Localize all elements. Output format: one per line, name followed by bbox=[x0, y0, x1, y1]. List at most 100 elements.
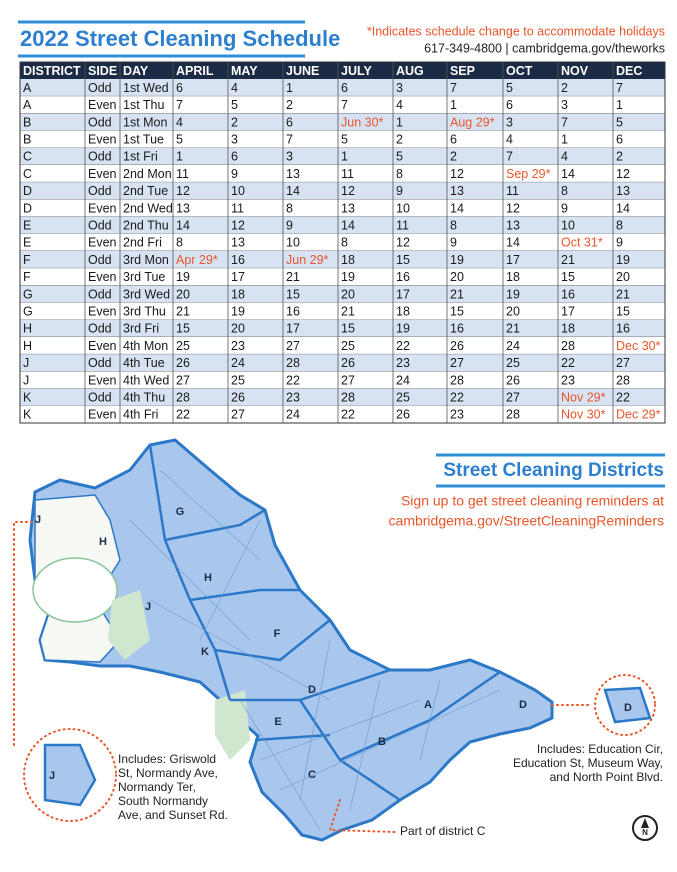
column-header: JUNE bbox=[286, 64, 319, 78]
cell: 17 bbox=[286, 322, 300, 336]
cell: 13 bbox=[341, 201, 355, 215]
cell: 28 bbox=[506, 408, 520, 422]
district-label: J bbox=[35, 514, 41, 526]
holiday-change: Aug 29* bbox=[450, 115, 495, 129]
cell: 22 bbox=[616, 390, 630, 404]
cell: 14 bbox=[341, 218, 355, 232]
cell: 8 bbox=[616, 218, 623, 232]
cell: 4th Wed bbox=[123, 373, 169, 387]
district-label: G bbox=[176, 506, 185, 518]
cell: 26 bbox=[450, 339, 464, 353]
cell: 13 bbox=[450, 184, 464, 198]
holiday-change: Oct 31* bbox=[561, 236, 603, 250]
cell: 2nd Tue bbox=[123, 184, 168, 198]
cell: 14 bbox=[286, 184, 300, 198]
district-label: B bbox=[378, 736, 386, 748]
cell: 26 bbox=[341, 356, 355, 370]
holiday-change: Jun 30* bbox=[341, 115, 384, 129]
cell: 21 bbox=[341, 304, 355, 318]
cell: 3rd Thu bbox=[123, 304, 166, 318]
cell: 19 bbox=[616, 253, 630, 267]
cell: 4 bbox=[231, 81, 238, 95]
district-label: J bbox=[49, 770, 55, 782]
cell: Even bbox=[88, 132, 117, 146]
cell: 12 bbox=[341, 184, 355, 198]
cell: 6 bbox=[450, 132, 457, 146]
cell: Even bbox=[88, 339, 117, 353]
cell: 10 bbox=[286, 236, 300, 250]
cell: 1 bbox=[341, 150, 348, 164]
cell: 22 bbox=[396, 339, 410, 353]
cell: 13 bbox=[176, 201, 190, 215]
cell: K bbox=[23, 408, 32, 422]
callout-line: Includes: Griswold bbox=[118, 752, 216, 766]
table-row bbox=[20, 285, 665, 303]
holiday-change: Sep 29* bbox=[506, 167, 551, 181]
district-label: C bbox=[308, 769, 316, 781]
cell: 21 bbox=[616, 287, 630, 301]
cell: 17 bbox=[396, 287, 410, 301]
cell: G bbox=[23, 304, 33, 318]
cell: 1st Tue bbox=[123, 132, 164, 146]
holiday-change: Dec 30* bbox=[616, 339, 661, 353]
cell: 20 bbox=[506, 304, 520, 318]
map-labels: J H G H J K F D E A B C D J D bbox=[35, 506, 632, 782]
cell: 14 bbox=[176, 218, 190, 232]
cell: 5 bbox=[231, 98, 238, 112]
cell: D bbox=[23, 184, 32, 198]
cell: 5 bbox=[176, 132, 183, 146]
cell: 2 bbox=[286, 98, 293, 112]
cell: Even bbox=[88, 98, 117, 112]
cell: K bbox=[23, 390, 32, 404]
streets bbox=[129, 469, 501, 831]
table-row bbox=[20, 388, 665, 406]
cell: 13 bbox=[616, 184, 630, 198]
cell: A bbox=[23, 81, 32, 95]
cell: E bbox=[23, 218, 31, 232]
inset-d bbox=[603, 686, 652, 724]
cell: 1st Mon bbox=[123, 115, 168, 129]
cell: J bbox=[23, 356, 29, 370]
cell: Odd bbox=[88, 287, 112, 301]
cell: 12 bbox=[231, 218, 245, 232]
cell: A bbox=[23, 98, 32, 112]
cell: 6 bbox=[176, 81, 183, 95]
cell: 15 bbox=[176, 322, 190, 336]
table-row bbox=[20, 371, 665, 389]
holiday-note: *Indicates schedule change to accommodat… bbox=[367, 24, 665, 38]
cell: 2 bbox=[231, 115, 238, 129]
cell: 6 bbox=[616, 132, 623, 146]
cell: 8 bbox=[396, 167, 403, 181]
cell: 16 bbox=[450, 322, 464, 336]
cell: 17 bbox=[506, 253, 520, 267]
cell: 16 bbox=[231, 253, 245, 267]
cell: 14 bbox=[450, 201, 464, 215]
holiday-change: Jun 29* bbox=[286, 253, 329, 267]
cell: 1 bbox=[450, 98, 457, 112]
table-row bbox=[20, 96, 665, 114]
column-header: AUG bbox=[396, 64, 424, 78]
cell: 11 bbox=[396, 218, 409, 232]
cell: 27 bbox=[341, 373, 355, 387]
table-row bbox=[20, 199, 665, 217]
cell: Odd bbox=[88, 150, 112, 164]
cell: J bbox=[23, 373, 29, 387]
cell: C bbox=[23, 150, 32, 164]
cell: 1 bbox=[286, 81, 293, 95]
cell: 16 bbox=[561, 287, 575, 301]
table-row bbox=[20, 147, 665, 165]
callout-leaders bbox=[13, 521, 656, 833]
park bbox=[215, 690, 250, 760]
contact: 617-349-4800 | cambridgema.gov/theworks bbox=[424, 41, 665, 55]
cell: Even bbox=[88, 236, 117, 250]
cell: 15 bbox=[450, 304, 464, 318]
cell: 24 bbox=[231, 356, 245, 370]
header-row bbox=[20, 62, 665, 79]
column-header: NOV bbox=[561, 64, 589, 78]
cell: B bbox=[23, 132, 31, 146]
cell: 3 bbox=[231, 132, 238, 146]
cell: H bbox=[23, 339, 32, 353]
cell: 18 bbox=[341, 253, 355, 267]
